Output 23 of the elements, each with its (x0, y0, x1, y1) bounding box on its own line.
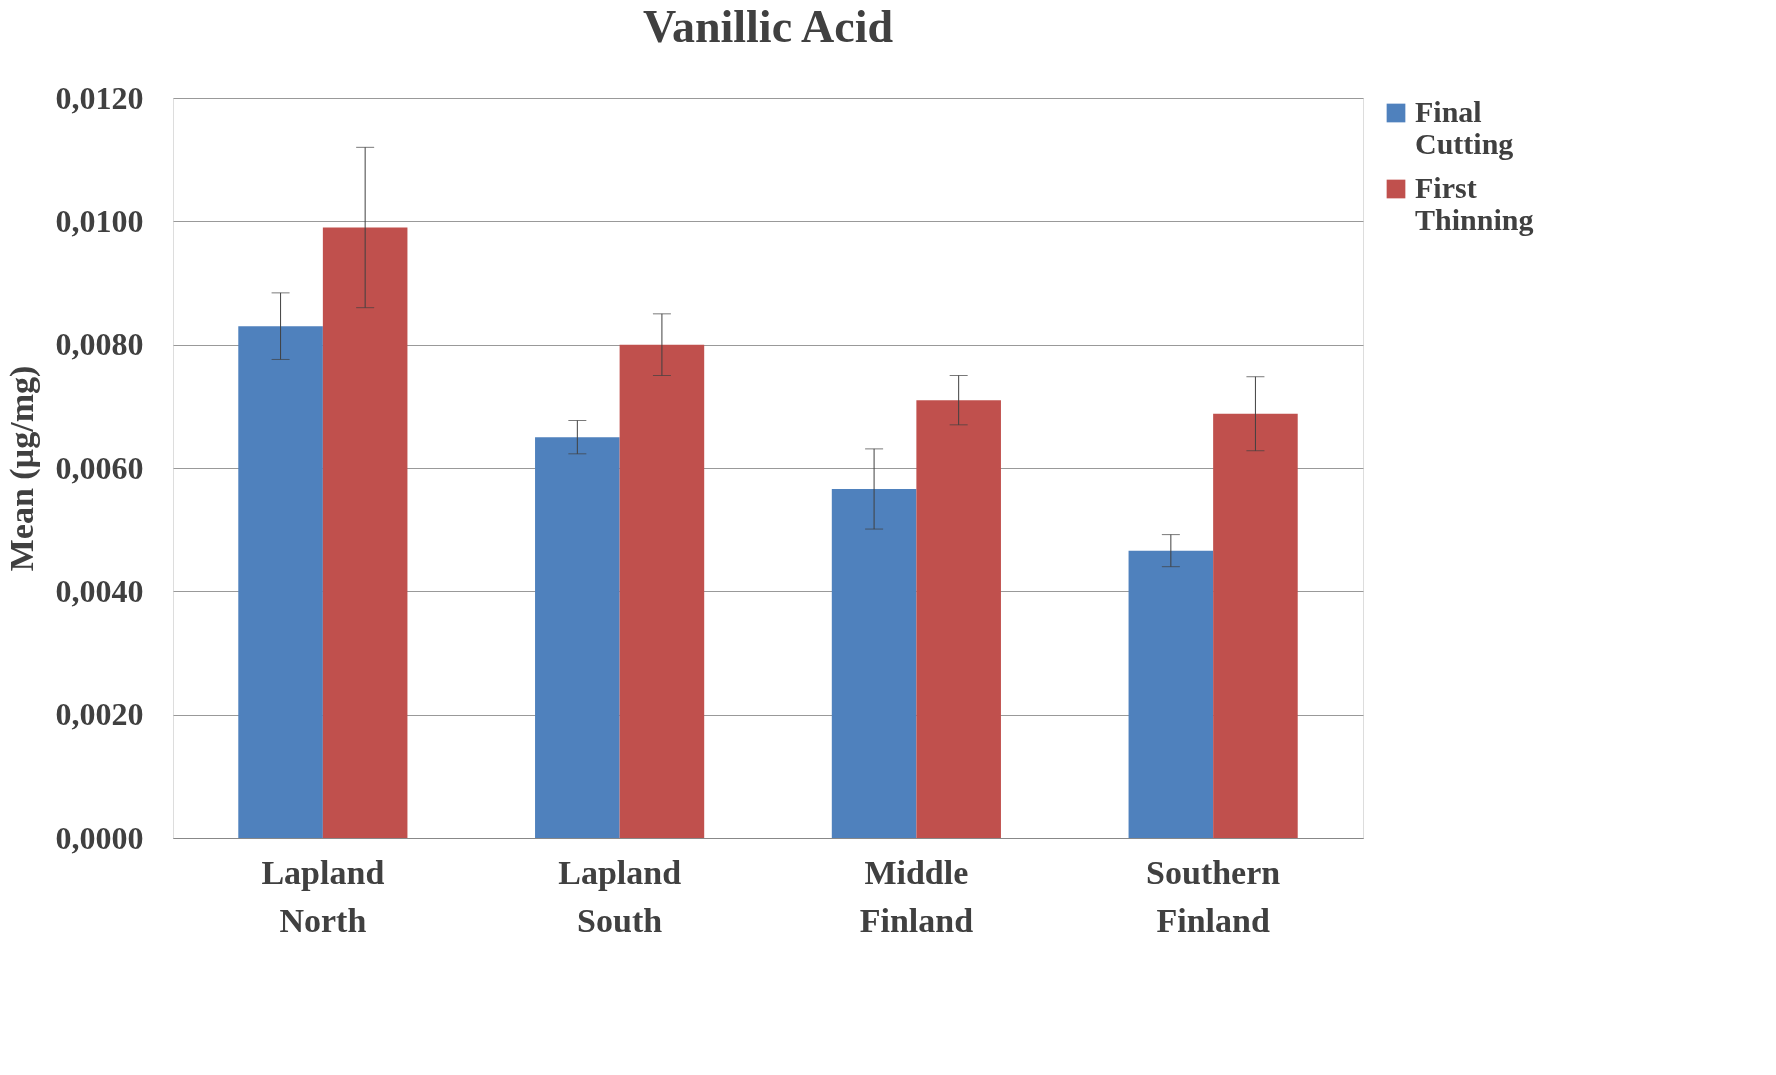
legend-label: Final Cutting (1415, 95, 1514, 160)
bar (1128, 550, 1214, 838)
bar (535, 437, 620, 838)
y-tick-label: 0,0080 (55, 326, 144, 363)
legend-label: First Thinning (1415, 171, 1534, 236)
y-tick-label: 0,0020 (55, 696, 144, 733)
y-tick-label: 0,0100 (55, 202, 144, 239)
x-tick-label: Lapland North (261, 853, 385, 939)
bar (322, 227, 408, 838)
x-tick-label: Southern Finland (1146, 853, 1281, 939)
bar (831, 488, 917, 838)
y-tick-label: 0,0040 (55, 572, 144, 609)
bar (619, 344, 705, 838)
bar (1213, 413, 1298, 838)
x-tick-label: Lapland South (558, 853, 682, 939)
bar (916, 400, 1001, 838)
y-tick-label: 0,0120 (55, 79, 144, 116)
y-tick-label: 0,0000 (55, 819, 144, 856)
bar (238, 326, 323, 838)
chart-title: Vanillic Acid (642, 1, 894, 52)
x-tick-label: Middle Finland (859, 853, 974, 939)
y-tick-label: 0,0060 (55, 449, 144, 486)
y-axis-title: Mean (µg/mg) (2, 365, 41, 572)
